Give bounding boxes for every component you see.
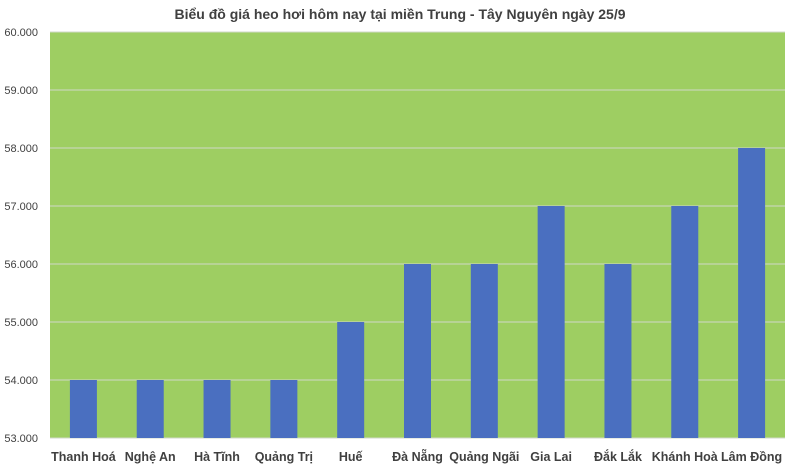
- bar: [537, 206, 565, 438]
- y-tick-label: 59.000: [4, 85, 38, 97]
- bar: [270, 380, 298, 438]
- y-tick-label: 56.000: [4, 259, 38, 271]
- x-tick-label: Đà Nẵng: [392, 449, 443, 464]
- x-tick-label: Huế: [339, 450, 363, 464]
- y-tick-label: 53.000: [4, 433, 38, 445]
- x-tick-label: Hà Tĩnh: [194, 450, 240, 464]
- chart-title: Biểu đồ giá heo hơi hôm nay tại miền Tru…: [174, 6, 625, 22]
- x-tick-label: Khánh Hoà: [652, 450, 718, 464]
- x-tick-label: Đắk Lắk: [594, 449, 642, 464]
- bar: [404, 264, 431, 438]
- bar: [203, 380, 231, 438]
- y-tick-label: 57.000: [4, 201, 38, 213]
- y-tick-label: 55.000: [4, 317, 38, 329]
- bar: [69, 380, 97, 438]
- y-tick-label: 60.000: [4, 27, 38, 39]
- x-tick-label: Thanh Hoá: [51, 450, 116, 464]
- bar: [136, 380, 164, 438]
- x-tick-label: Lâm Đồng: [721, 450, 782, 464]
- x-tick-label: Quảng Ngãi: [449, 450, 519, 464]
- y-tick-label: 58.000: [4, 143, 38, 155]
- bar: [738, 148, 766, 438]
- bar: [470, 264, 498, 438]
- x-tick-label: Nghệ An: [125, 450, 176, 464]
- y-tick-label: 54.000: [4, 375, 38, 387]
- bar: [604, 264, 632, 438]
- bar: [337, 322, 365, 438]
- x-tick-label: Quảng Trị: [255, 450, 313, 464]
- x-tick-label: Gia Lai: [530, 450, 572, 464]
- bar: [671, 206, 699, 438]
